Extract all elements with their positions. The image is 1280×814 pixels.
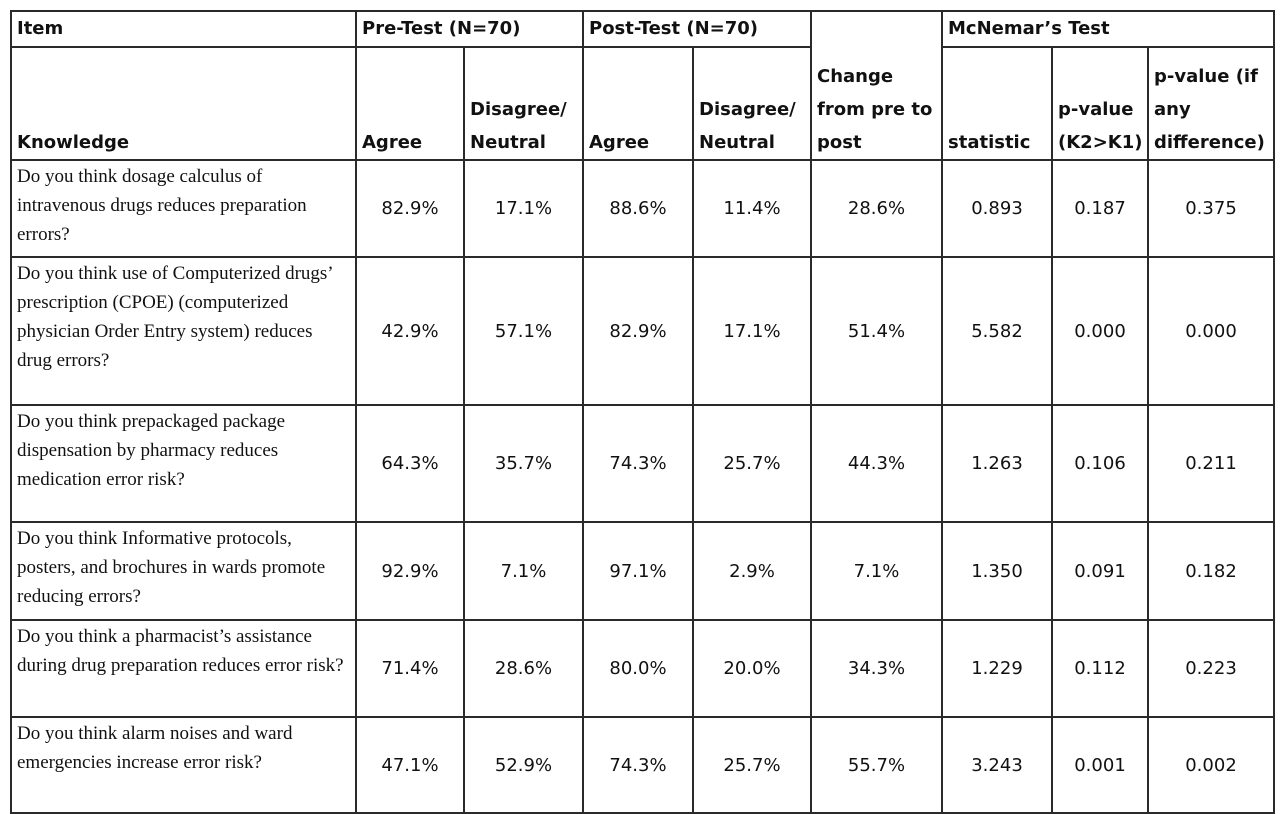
question-cell: Do you think a pharmacist’s assistance d… [10, 619, 357, 718]
change-cell: 55.7% [810, 716, 943, 814]
p-any-cell: 0.000 [1147, 256, 1275, 406]
p-any-cell: 0.002 [1147, 716, 1275, 814]
p-any-cell: 0.223 [1147, 619, 1275, 718]
table-row: Do you think Informative protocols, post… [10, 521, 1275, 621]
table-row: Do you think dosage calculus of intraven… [10, 159, 1275, 258]
p-any-cell: 0.211 [1147, 404, 1275, 523]
post-agree-cell: 97.1% [582, 521, 694, 621]
post-agree-cell: 80.0% [582, 619, 694, 718]
header-pre-test: Pre-Test (N=70) [355, 10, 584, 48]
pre-agree-cell: 92.9% [355, 521, 465, 621]
statistic-cell: 5.582 [941, 256, 1053, 406]
post-disagree-cell: 2.9% [692, 521, 812, 621]
header-pre-agree: Agree [355, 46, 465, 161]
post-agree-cell: 88.6% [582, 159, 694, 258]
header-knowledge: Knowledge [10, 46, 357, 161]
change-cell: 34.3% [810, 619, 943, 718]
header-post-disagree: Disagree/ Neutral [692, 46, 812, 161]
post-disagree-cell: 20.0% [692, 619, 812, 718]
header-pre-disagree: Disagree/ Neutral [463, 46, 584, 161]
change-cell: 7.1% [810, 521, 943, 621]
header-post-test: Post-Test (N=70) [582, 10, 812, 48]
pre-agree-cell: 71.4% [355, 619, 465, 718]
pre-disagree-cell: 57.1% [463, 256, 584, 406]
table-row: Do you think prepackaged package dispens… [10, 404, 1275, 523]
pre-disagree-cell: 17.1% [463, 159, 584, 258]
p-any-cell: 0.182 [1147, 521, 1275, 621]
p-one-cell: 0.106 [1051, 404, 1149, 523]
header-row-top: Item Pre-Test (N=70) Post-Test (N=70) Ch… [10, 10, 1275, 161]
p-one-cell: 0.112 [1051, 619, 1149, 718]
post-agree-cell: 74.3% [582, 404, 694, 523]
question-cell: Do you think alarm noises and ward emerg… [10, 716, 357, 814]
post-agree-cell: 82.9% [582, 256, 694, 406]
p-any-cell: 0.375 [1147, 159, 1275, 258]
table-row: Do you think a pharmacist’s assistance d… [10, 619, 1275, 718]
header-change: Change from pre to post [810, 10, 943, 161]
header-p-any: p-value (if any difference) [1147, 46, 1275, 161]
change-cell: 44.3% [810, 404, 943, 523]
p-one-cell: 0.000 [1051, 256, 1149, 406]
statistic-cell: 1.229 [941, 619, 1053, 718]
header-row-sub: Knowledge Agree Disagree/ Neutral Agree … [10, 46, 1275, 161]
post-disagree-cell: 11.4% [692, 159, 812, 258]
post-agree-cell: 74.3% [582, 716, 694, 814]
question-cell: Do you think prepackaged package dispens… [10, 404, 357, 523]
pre-disagree-cell: 28.6% [463, 619, 584, 718]
results-table: Item Pre-Test (N=70) Post-Test (N=70) Ch… [10, 10, 1275, 814]
question-cell: Do you think use of Computerized drugs’ … [10, 256, 357, 406]
question-cell: Do you think dosage calculus of intraven… [10, 159, 357, 258]
question-cell: Do you think Informative protocols, post… [10, 521, 357, 621]
pre-disagree-cell: 7.1% [463, 521, 584, 621]
header-mcnemar: McNemar’s Test [941, 10, 1275, 48]
pre-disagree-cell: 52.9% [463, 716, 584, 814]
p-one-cell: 0.187 [1051, 159, 1149, 258]
statistic-cell: 1.350 [941, 521, 1053, 621]
table-row: Do you think alarm noises and ward emerg… [10, 716, 1275, 814]
pre-agree-cell: 82.9% [355, 159, 465, 258]
post-disagree-cell: 25.7% [692, 404, 812, 523]
p-one-cell: 0.091 [1051, 521, 1149, 621]
post-disagree-cell: 25.7% [692, 716, 812, 814]
pre-disagree-cell: 35.7% [463, 404, 584, 523]
statistic-cell: 1.263 [941, 404, 1053, 523]
header-statistic: statistic [941, 46, 1053, 161]
pre-agree-cell: 47.1% [355, 716, 465, 814]
change-cell: 28.6% [810, 159, 943, 258]
header-item: Item [10, 10, 357, 48]
p-one-cell: 0.001 [1051, 716, 1149, 814]
pre-agree-cell: 64.3% [355, 404, 465, 523]
pre-agree-cell: 42.9% [355, 256, 465, 406]
statistic-cell: 0.893 [941, 159, 1053, 258]
table-row: Do you think use of Computerized drugs’ … [10, 256, 1275, 406]
header-p-one: p-value (K2>K1) [1051, 46, 1149, 161]
change-cell: 51.4% [810, 256, 943, 406]
header-post-agree: Agree [582, 46, 694, 161]
statistic-cell: 3.243 [941, 716, 1053, 814]
post-disagree-cell: 17.1% [692, 256, 812, 406]
